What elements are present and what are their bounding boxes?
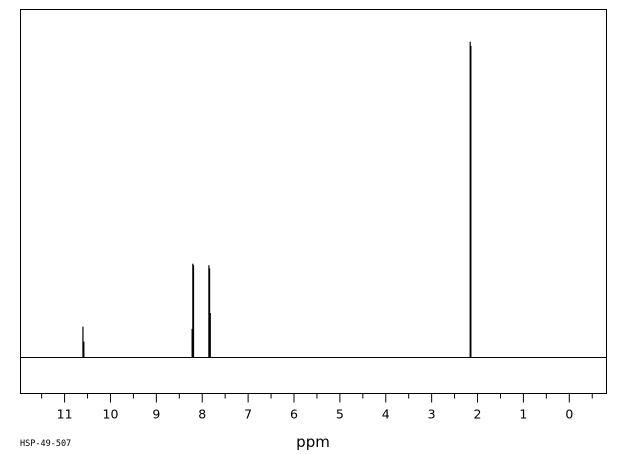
x-tick-label-11: 11 [57, 407, 73, 422]
x-axis-ticks: 11 10 9 8 7 6 5 4 3 2 1 0 [41, 393, 593, 422]
x-tick-label-8: 8 [198, 407, 206, 422]
x-tick-label-7: 7 [244, 407, 252, 422]
x-tick-label-0: 0 [565, 407, 573, 422]
x-tick-label-10: 10 [103, 407, 119, 422]
x-tick-label-1: 1 [519, 407, 527, 422]
x-tick-label-4: 4 [382, 407, 390, 422]
x-axis-title: ppm [296, 433, 330, 451]
x-tick-label-9: 9 [152, 407, 160, 422]
spectrum-code-label: HSP-49-507 [20, 439, 71, 449]
x-tick-label-2: 2 [474, 407, 482, 422]
plot-frame [20, 9, 607, 394]
x-tick-label-6: 6 [290, 407, 298, 422]
x-tick-label-3: 3 [428, 407, 436, 422]
x-tick-label-5: 5 [336, 407, 344, 422]
peaks-layer [82, 41, 472, 358]
